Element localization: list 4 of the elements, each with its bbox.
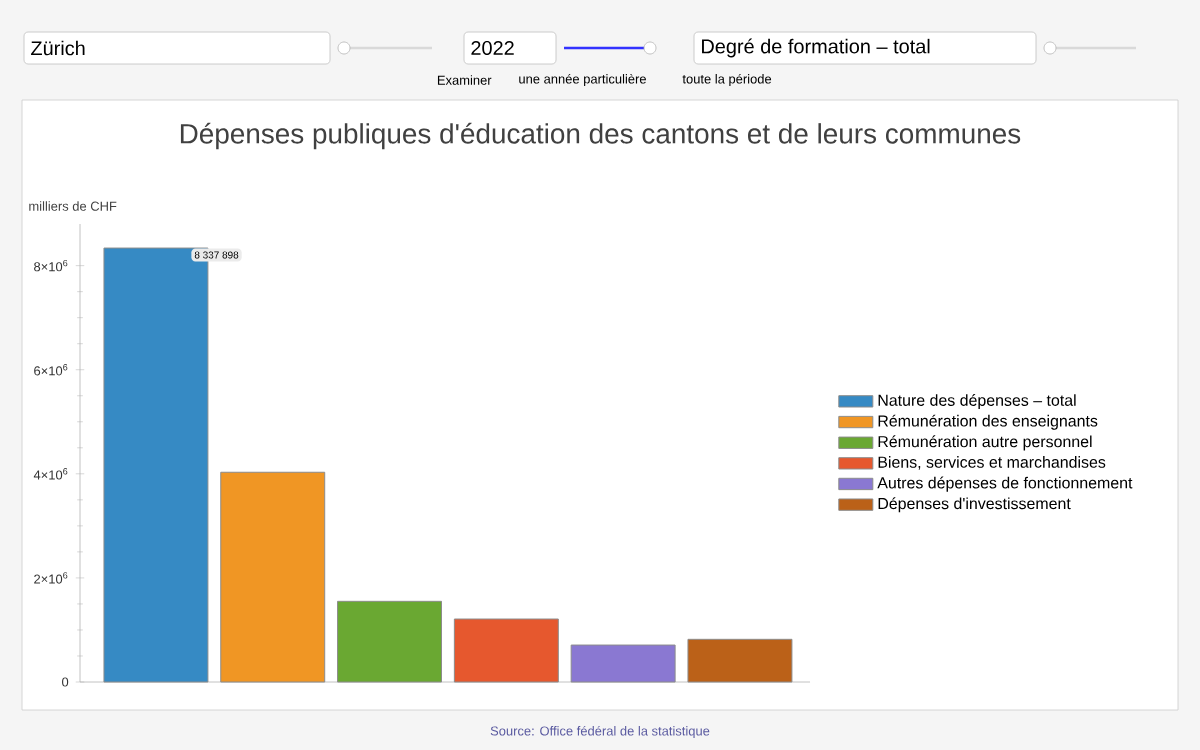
text: Zürich (31, 40, 85, 56)
text: 2022 (471, 40, 514, 56)
text: Degré de formation – total (702, 38, 930, 58)
chart-title: Dépenses publiques d'éducation des cantons et de leurs communes (180, 122, 1021, 150)
